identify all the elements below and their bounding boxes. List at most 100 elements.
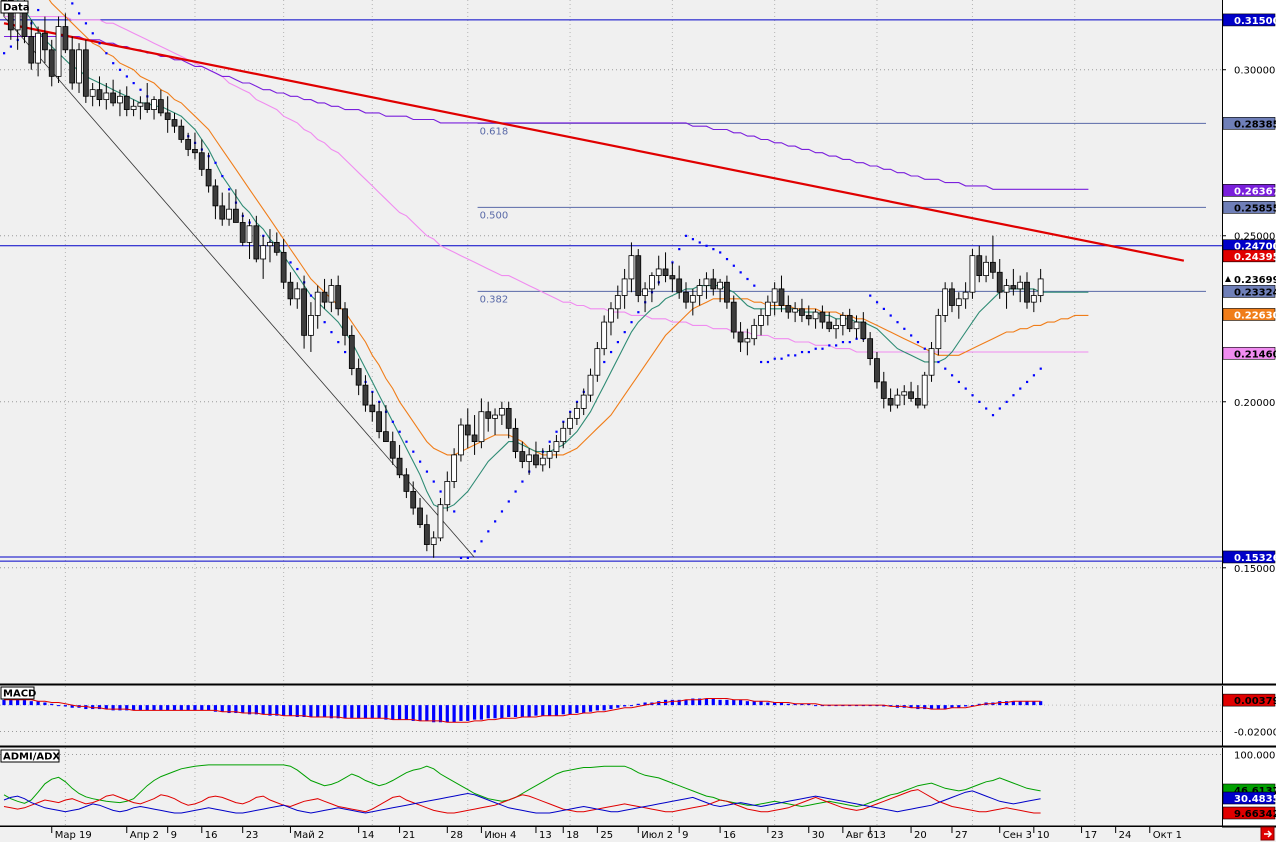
macd-histogram-bar xyxy=(718,699,722,706)
candle xyxy=(273,232,280,256)
time-axis-bg xyxy=(0,827,1222,842)
candle-body xyxy=(219,205,226,220)
sar-dot xyxy=(214,161,217,164)
sar-dot xyxy=(1005,400,1008,403)
macd-histogram-bar xyxy=(350,705,354,719)
sar-dot xyxy=(500,510,504,513)
candle xyxy=(164,96,171,133)
candle xyxy=(955,292,962,319)
adx-panel-label: ADMI/ADX xyxy=(3,752,60,763)
candle-body xyxy=(887,398,894,406)
candle-body xyxy=(1017,281,1024,290)
candle-body xyxy=(239,222,246,243)
candle xyxy=(839,312,846,336)
time-axis-label: Авг 6 xyxy=(846,830,874,841)
candle xyxy=(962,282,969,309)
macd-histogram-bar xyxy=(745,701,749,706)
candle xyxy=(62,13,69,54)
price-badge-label: 0.15326 xyxy=(1234,553,1276,564)
candle xyxy=(485,401,492,432)
macd-histogram-bar xyxy=(704,698,709,706)
candle xyxy=(819,305,826,329)
candle-body xyxy=(492,414,498,419)
sar-dot xyxy=(923,347,926,350)
candle xyxy=(703,272,710,299)
time-axis-label: 13 xyxy=(539,830,552,841)
scroll-button[interactable] xyxy=(1260,826,1275,841)
macd-histogram-bar xyxy=(964,705,968,707)
candle-body xyxy=(696,285,703,296)
candle-body xyxy=(546,451,553,459)
sar-dot xyxy=(603,360,606,364)
sar-dot xyxy=(105,52,108,55)
candle xyxy=(642,282,648,313)
macd-histogram-bar xyxy=(554,705,559,716)
macd-histogram-bar xyxy=(882,705,886,707)
macd-histogram-bar xyxy=(657,701,661,706)
macd-histogram-bar xyxy=(234,705,238,714)
sar-dot xyxy=(807,350,810,354)
candle-body xyxy=(580,394,587,409)
price-badge-label: 0.31500 xyxy=(1234,16,1276,27)
price-badge-label: 0.21460 xyxy=(1234,349,1276,360)
candle xyxy=(444,471,451,512)
candle-body xyxy=(1024,281,1030,303)
candle-body xyxy=(519,451,526,462)
sar-dot xyxy=(944,367,947,370)
sar-dot xyxy=(766,360,770,364)
candle-body xyxy=(369,404,376,413)
price-badge: 0.15326 xyxy=(1222,550,1276,564)
macd-histogram-bar xyxy=(370,705,374,719)
candle xyxy=(949,282,955,313)
candle xyxy=(874,351,880,389)
candle xyxy=(1030,288,1037,313)
macd-histogram-bar xyxy=(602,705,606,711)
candle xyxy=(744,328,751,356)
sar-dot xyxy=(391,420,394,423)
price-badge-label: 0.28385 xyxy=(1234,119,1276,130)
candle-body xyxy=(976,255,983,276)
candle xyxy=(498,401,505,426)
time-axis-label: 18 xyxy=(566,830,579,841)
candle-body xyxy=(178,125,185,140)
candle-body xyxy=(567,417,573,429)
macd-histogram-bar xyxy=(807,703,811,706)
candle xyxy=(880,371,887,409)
candle-body xyxy=(785,305,792,313)
sar-dot xyxy=(548,440,551,443)
macd-histogram-bar xyxy=(868,705,872,707)
price-badge: 0.22630 xyxy=(1222,308,1276,321)
macd-histogram-bar xyxy=(698,698,702,706)
candle xyxy=(662,252,669,283)
candle xyxy=(1010,268,1017,296)
candle xyxy=(730,295,737,339)
price-badge-label: 0.25855 xyxy=(1234,203,1276,214)
time-axis-label: 9 xyxy=(682,830,688,841)
candle-body xyxy=(212,185,219,207)
macd-histogram-bar xyxy=(261,705,265,715)
sar-dot xyxy=(760,360,763,364)
macd-histogram-bar xyxy=(472,705,477,720)
sar-dot xyxy=(950,374,954,377)
macd-histogram-bar xyxy=(377,705,381,719)
macd-histogram-bar xyxy=(97,705,102,710)
candle xyxy=(778,275,785,313)
candle xyxy=(423,514,430,552)
price-badge: 0.31500 xyxy=(1222,13,1276,27)
candle-body xyxy=(498,408,505,416)
macd-histogram-bar xyxy=(1004,701,1009,706)
candle-body xyxy=(764,301,771,316)
sar-dot xyxy=(480,540,483,543)
macd-histogram-bar xyxy=(595,705,599,711)
price-badge-box xyxy=(1222,693,1276,707)
candle xyxy=(137,96,144,120)
candle xyxy=(376,401,383,439)
sar-dot xyxy=(309,294,313,297)
candle xyxy=(533,441,539,469)
time-axis-label: 28 xyxy=(450,830,463,841)
candle-body xyxy=(273,241,280,253)
sar-dot xyxy=(828,344,831,347)
macd-histogram-bar xyxy=(520,705,524,717)
